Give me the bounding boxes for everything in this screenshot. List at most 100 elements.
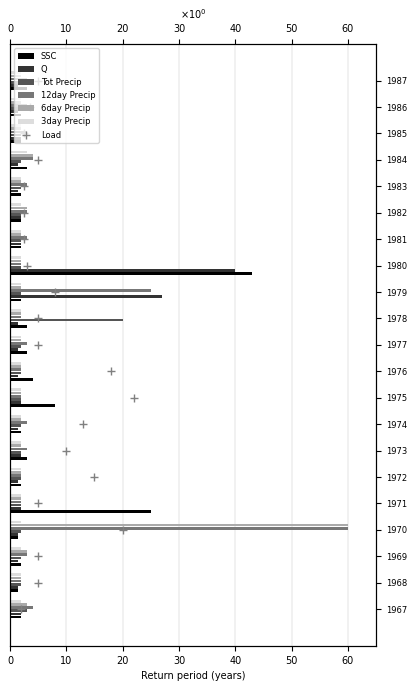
Bar xyxy=(10,480,19,483)
Bar xyxy=(10,563,21,566)
Load xyxy=(21,207,27,218)
Bar xyxy=(10,610,27,612)
Bar xyxy=(10,524,347,526)
Load xyxy=(26,102,33,113)
Bar xyxy=(10,206,27,209)
Bar xyxy=(10,239,21,242)
Bar xyxy=(10,186,21,189)
Bar xyxy=(10,365,21,368)
Bar xyxy=(10,415,21,418)
Bar xyxy=(10,289,150,292)
Load xyxy=(35,75,41,86)
Bar xyxy=(10,510,150,513)
Bar xyxy=(10,405,55,407)
Bar xyxy=(10,316,21,319)
Bar xyxy=(10,398,21,400)
Bar xyxy=(10,577,21,579)
Load xyxy=(35,339,41,350)
Bar xyxy=(10,125,21,127)
Load xyxy=(91,471,97,482)
Load xyxy=(130,392,137,403)
Bar xyxy=(10,74,21,77)
Bar xyxy=(10,127,21,130)
Bar xyxy=(10,213,21,216)
Bar xyxy=(10,283,21,286)
Load xyxy=(63,445,69,456)
Bar xyxy=(10,236,27,239)
Bar xyxy=(10,600,21,603)
Bar xyxy=(10,184,27,186)
Bar xyxy=(10,368,21,371)
Bar xyxy=(10,441,21,444)
Bar xyxy=(10,81,21,83)
Bar xyxy=(10,444,21,447)
Bar xyxy=(10,286,21,289)
Bar xyxy=(10,180,21,183)
Bar xyxy=(10,72,21,74)
Load xyxy=(119,524,126,535)
Load xyxy=(35,313,41,324)
Bar xyxy=(10,395,21,398)
Bar xyxy=(10,348,19,351)
Bar xyxy=(10,372,21,374)
Bar xyxy=(10,319,122,321)
Bar xyxy=(10,606,33,609)
Bar xyxy=(10,104,27,107)
Bar xyxy=(10,553,27,556)
Load xyxy=(21,181,27,192)
Bar xyxy=(10,590,19,592)
Bar xyxy=(10,418,21,421)
Bar xyxy=(10,131,27,133)
Bar xyxy=(10,84,19,87)
Bar xyxy=(10,137,21,140)
Bar xyxy=(10,375,19,378)
Load xyxy=(80,419,86,430)
Bar xyxy=(10,431,21,433)
Bar xyxy=(10,111,19,114)
Bar xyxy=(10,362,21,365)
Bar xyxy=(10,292,21,295)
Bar xyxy=(10,497,21,500)
Bar xyxy=(10,160,21,163)
Bar xyxy=(10,612,21,615)
Bar xyxy=(10,204,21,206)
Bar xyxy=(10,530,21,533)
Bar xyxy=(10,401,21,404)
Bar xyxy=(10,259,21,262)
Load xyxy=(35,498,41,509)
Bar xyxy=(10,471,21,473)
Bar xyxy=(10,246,21,248)
Load xyxy=(35,577,41,588)
Bar xyxy=(10,580,21,583)
Bar xyxy=(10,312,21,315)
Bar xyxy=(10,484,21,486)
Bar xyxy=(10,521,21,524)
Bar xyxy=(10,451,21,453)
Bar xyxy=(10,500,21,503)
Bar xyxy=(10,352,27,354)
X-axis label: Return period (years): Return period (years) xyxy=(140,671,245,681)
Bar xyxy=(10,448,27,451)
Bar xyxy=(10,295,161,298)
Load xyxy=(35,154,41,165)
Bar xyxy=(10,586,19,589)
Bar xyxy=(10,193,21,195)
Bar xyxy=(10,107,21,110)
Bar xyxy=(10,325,27,327)
Bar xyxy=(10,504,21,506)
Bar xyxy=(10,163,19,166)
Bar xyxy=(10,98,21,100)
Bar xyxy=(10,87,27,90)
Load xyxy=(52,286,58,297)
Bar xyxy=(10,140,21,143)
Bar xyxy=(10,190,19,193)
Bar xyxy=(10,266,21,268)
Bar xyxy=(10,574,21,576)
Bar xyxy=(10,157,33,160)
Bar xyxy=(10,151,27,153)
Bar xyxy=(10,210,27,213)
Bar xyxy=(10,427,19,430)
X-axis label: $\times 10^{0}$: $\times 10^{0}$ xyxy=(179,7,206,21)
Load xyxy=(21,234,27,245)
Bar xyxy=(10,299,21,301)
